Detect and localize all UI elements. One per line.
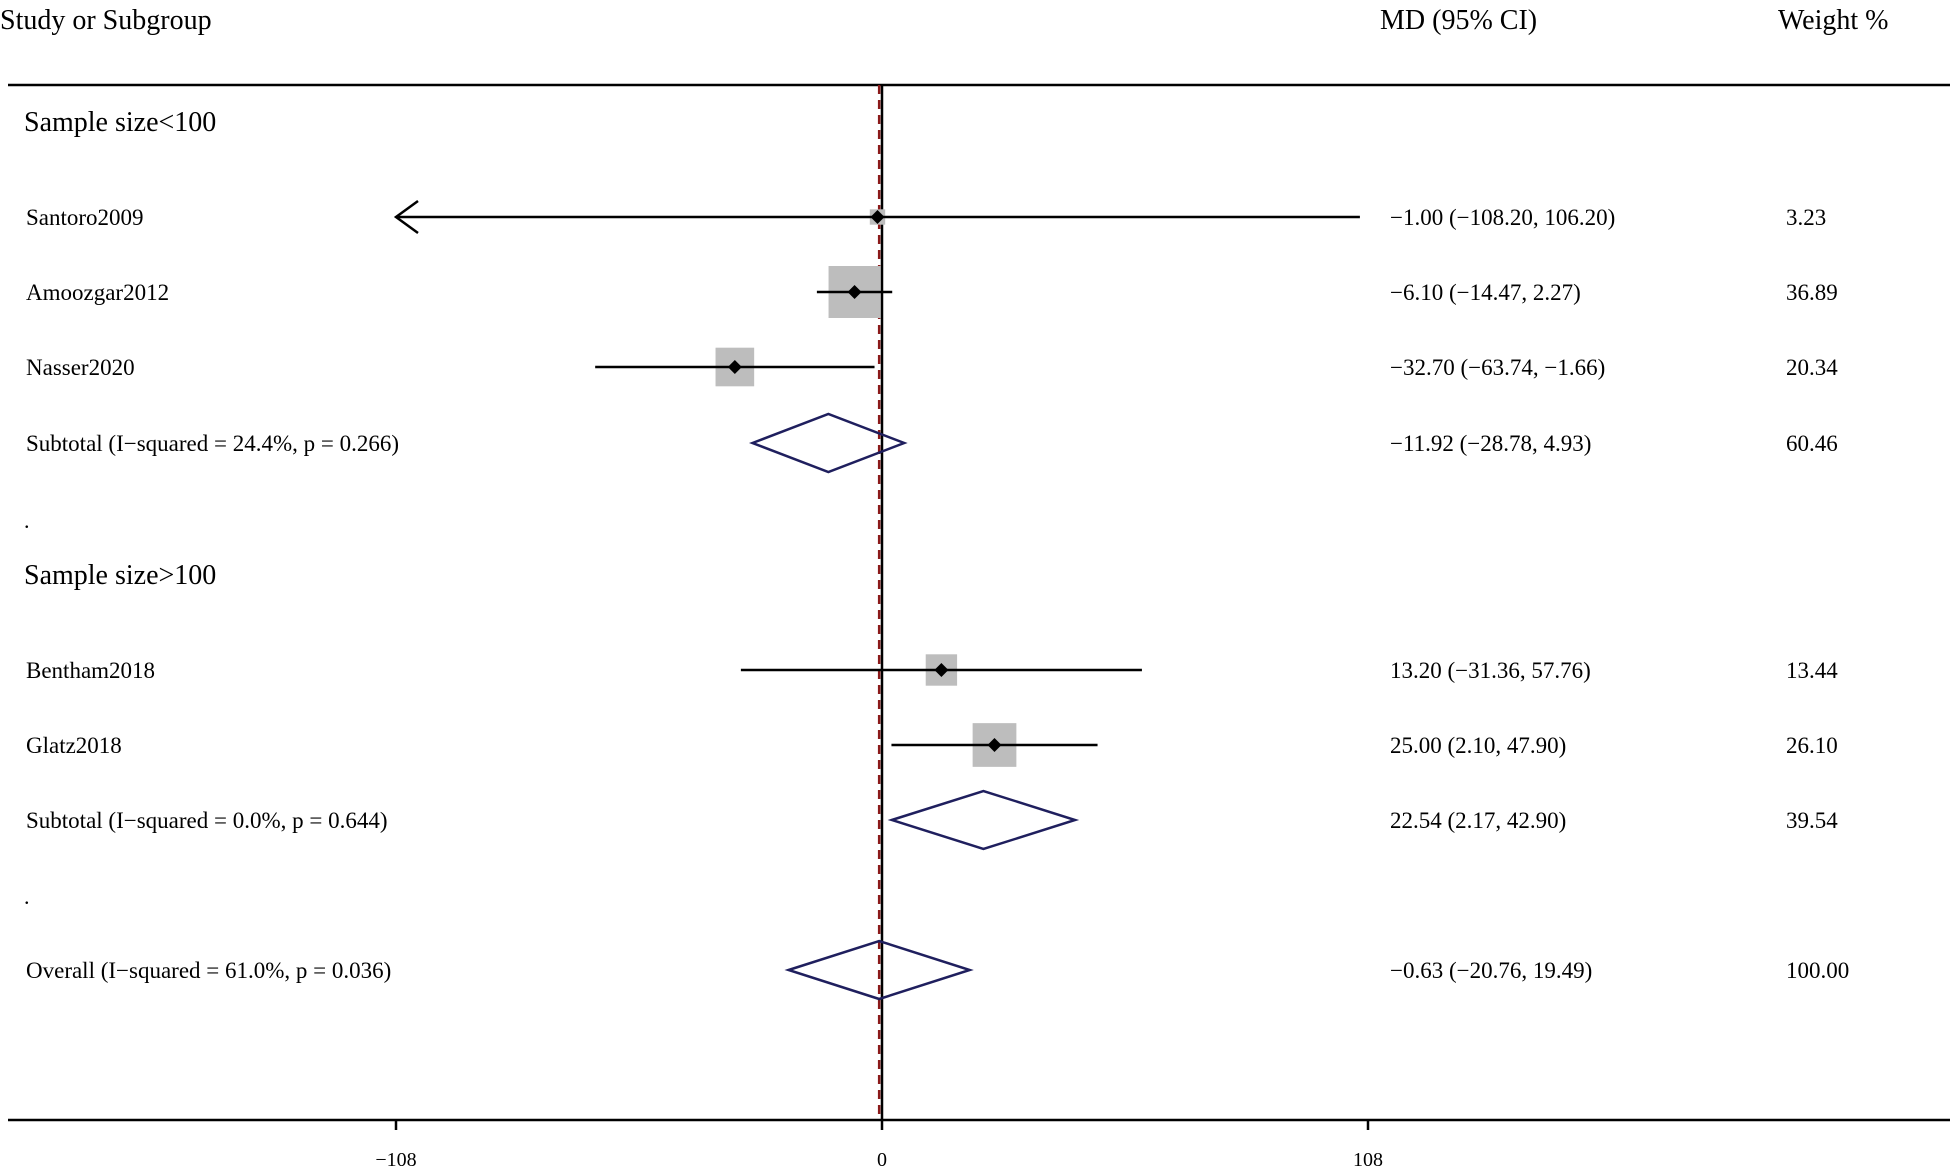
ci-text: −11.92 (−28.78, 4.93) — [1390, 431, 1591, 456]
ci-text: −6.10 (−14.47, 2.27) — [1390, 280, 1581, 305]
spacer-dot: . — [24, 508, 30, 533]
x-tick-label: 108 — [1353, 1149, 1383, 1171]
header-study: Study or Subgroup — [0, 5, 212, 36]
weight-text: 3.23 — [1786, 205, 1826, 230]
ci-text: −32.70 (−63.74, −1.66) — [1390, 355, 1605, 380]
subgroup-heading: Sample size>100 — [24, 560, 216, 591]
weight-text: 20.34 — [1786, 355, 1838, 380]
subtotal-diamond — [887, 789, 1080, 851]
header-effect: MD (95% CI) — [1380, 5, 1537, 36]
point-estimate — [870, 210, 885, 224]
overall-label: Overall (I−squared = 61.0%, p = 0.036) — [26, 958, 391, 983]
point-estimate — [727, 360, 742, 374]
ci-text: 25.00 (2.10, 47.90) — [1390, 733, 1566, 758]
point-estimate — [987, 738, 1002, 752]
x-tick-label: 0 — [877, 1149, 887, 1171]
overall-diamond — [784, 939, 974, 1001]
ci-text: 13.20 (−31.36, 57.76) — [1390, 658, 1591, 683]
point-estimate — [934, 663, 949, 677]
weight-text: 39.54 — [1786, 808, 1838, 833]
weight-text: 60.46 — [1786, 431, 1838, 456]
ci-arrow-left — [393, 199, 419, 235]
x-tick-label: −108 — [375, 1149, 416, 1171]
weight-text: 26.10 — [1786, 733, 1838, 758]
weight-text: 36.89 — [1786, 280, 1838, 305]
study-label: Santoro2009 — [26, 205, 144, 230]
study-label: Glatz2018 — [26, 733, 122, 758]
study-label: Bentham2018 — [26, 658, 155, 683]
subtotal-diamond — [748, 412, 908, 474]
study-label: Amoozgar2012 — [26, 280, 169, 305]
study-label: Nasser2020 — [26, 355, 135, 380]
spacer-dot: . — [24, 884, 30, 909]
subgroup-heading: Sample size<100 — [24, 107, 216, 138]
header-weight: Weight % — [1778, 5, 1889, 36]
point-estimate — [847, 285, 862, 299]
ci-text: 22.54 (2.17, 42.90) — [1390, 808, 1566, 833]
subtotal-label: Subtotal (I−squared = 24.4%, p = 0.266) — [26, 431, 399, 456]
subtotal-label: Subtotal (I−squared = 0.0%, p = 0.644) — [26, 808, 388, 833]
weight-text: 100.00 — [1786, 958, 1849, 983]
ci-text: −0.63 (−20.76, 19.49) — [1390, 958, 1592, 983]
ci-text: −1.00 (−108.20, 106.20) — [1390, 205, 1615, 230]
weight-text: 13.44 — [1786, 658, 1838, 683]
